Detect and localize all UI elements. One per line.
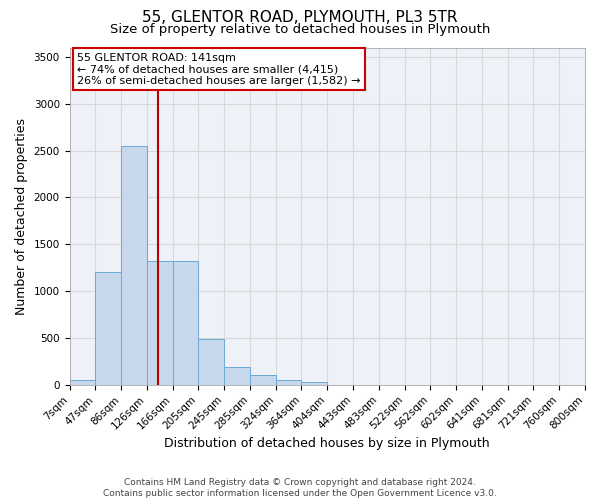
Bar bbox=[250, 376, 276, 385]
Bar bbox=[95, 272, 121, 385]
Bar bbox=[121, 146, 147, 385]
Bar bbox=[276, 380, 301, 385]
Bar bbox=[147, 261, 173, 385]
Bar bbox=[199, 339, 224, 385]
Text: Contains HM Land Registry data © Crown copyright and database right 2024.
Contai: Contains HM Land Registry data © Crown c… bbox=[103, 478, 497, 498]
Bar bbox=[224, 367, 250, 385]
Bar bbox=[301, 382, 327, 385]
Text: 55, GLENTOR ROAD, PLYMOUTH, PL3 5TR: 55, GLENTOR ROAD, PLYMOUTH, PL3 5TR bbox=[142, 10, 458, 25]
Text: Size of property relative to detached houses in Plymouth: Size of property relative to detached ho… bbox=[110, 22, 490, 36]
Bar bbox=[70, 380, 95, 385]
Bar bbox=[173, 261, 199, 385]
X-axis label: Distribution of detached houses by size in Plymouth: Distribution of detached houses by size … bbox=[164, 437, 490, 450]
Y-axis label: Number of detached properties: Number of detached properties bbox=[15, 118, 28, 314]
Text: 55 GLENTOR ROAD: 141sqm
← 74% of detached houses are smaller (4,415)
26% of semi: 55 GLENTOR ROAD: 141sqm ← 74% of detache… bbox=[77, 52, 361, 86]
